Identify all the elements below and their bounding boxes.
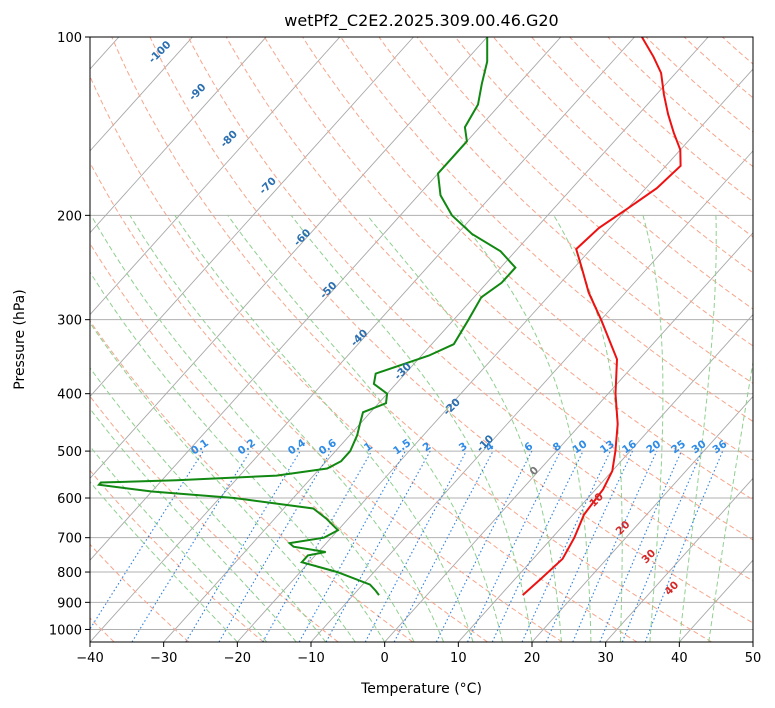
isotherm--100 (90, 37, 193, 152)
x-axis: −40 −30 −20 −10 0 10 20 30 40 50 (76, 642, 761, 666)
y-tick-label-9: 1000 (49, 623, 82, 638)
y-tick-label-2: 300 (57, 314, 82, 329)
dry-adiabats (90, 37, 753, 642)
moist-adiabat-0 (90, 271, 386, 642)
moist-adiabat-12 (174, 215, 474, 642)
moist-adiabat--8 (90, 367, 327, 642)
moist-adiabat--16 (90, 445, 268, 642)
moist-adiabats (90, 214, 753, 642)
isotherm--30 (163, 37, 709, 642)
x-tick-label-1: −30 (150, 651, 177, 666)
isotherm-30 (605, 477, 753, 642)
isotherm--20 (236, 68, 753, 642)
moist-adiabat-20 (290, 214, 533, 642)
dry-adiabat-50 (149, 37, 753, 624)
moist-adiabat-32 (553, 215, 623, 642)
y-tick-label-8: 900 (57, 596, 82, 611)
isotherm--50 (90, 37, 562, 561)
y-tick-label-6: 700 (57, 532, 82, 547)
dry-adiabat-110 (378, 37, 753, 385)
moist-adiabat--12 (90, 407, 297, 642)
y-tick-label-5: 600 (57, 492, 82, 507)
mixing-ratio-line-15 (599, 450, 682, 642)
dry-adiabat-130 (454, 37, 753, 310)
dry-adiabat-10 (90, 242, 488, 642)
moist-adiabat-4 (90, 215, 415, 642)
y-tick-label-0: 100 (57, 31, 82, 46)
y-tick-label-7: 800 (57, 566, 82, 581)
x-tick-label-6: 20 (524, 651, 541, 666)
dry-adiabat-100 (340, 37, 753, 423)
y-tick-label-1: 200 (57, 209, 82, 224)
chart-title: wetPf2_C2E2.2025.309.00.46.G20 (284, 11, 558, 31)
moist-adiabat--4 (90, 322, 356, 642)
dry-adiabat-20 (90, 161, 563, 642)
mixing-ratio-line-1 (131, 450, 251, 642)
y-tick-label-4: 500 (57, 445, 82, 460)
moist-adiabat-40 (678, 215, 717, 642)
dry-adiabat-150 (531, 37, 753, 238)
x-tick-label-7: 30 (597, 651, 614, 666)
dewpoint-profile (96, 37, 517, 596)
x-tick-label-4: 0 (381, 651, 389, 666)
x-tick-label-0: −40 (76, 651, 103, 666)
moist-adiabat-8 (129, 215, 445, 642)
dry-adiabat-40 (111, 37, 712, 642)
x-tick-label-8: 40 (671, 651, 688, 666)
temperature-profile (522, 37, 682, 596)
dry-adiabat-60 (187, 37, 753, 582)
x-tick-label-5: 10 (450, 651, 467, 666)
moist-adiabat-24 (366, 214, 562, 642)
moist-adiabat-36 (642, 215, 664, 642)
dry-adiabat-90 (302, 37, 753, 461)
mixing-ratio-line-6 (325, 450, 431, 642)
mixing-ratio-line-5 (298, 450, 406, 642)
dry-adiabat-70 (225, 37, 753, 541)
dry-adiabat-0 (90, 320, 414, 642)
dry-adiabat-170 (607, 37, 753, 168)
x-axis-label: Temperature (°C) (360, 681, 482, 697)
plot-frame (89, 36, 754, 643)
y-tick-label-3: 400 (57, 388, 82, 403)
dry-adiabat-30 (90, 75, 638, 642)
dry-adiabat-80 (264, 37, 753, 501)
isotherm--90 (90, 37, 267, 234)
isotherm-lines (90, 37, 753, 642)
mixing-ratio-line-16 (621, 450, 703, 642)
x-tick-label-2: −20 (224, 651, 251, 666)
mixing-ratio-line-17 (644, 450, 724, 642)
mixing-ratio-line-0 (90, 450, 204, 630)
y-axis-label: Pressure (hPa) (12, 289, 28, 389)
moist-adiabat--20 (90, 481, 238, 642)
isotherm-10 (457, 313, 753, 642)
mixing-ratio-line-7 (364, 450, 467, 642)
x-tick-label-3: −10 (297, 651, 324, 666)
isobar-grid (90, 37, 753, 630)
sounding-profiles (96, 37, 682, 596)
dry-adiabat--10 (90, 395, 339, 642)
isotherm--40 (90, 37, 635, 642)
dry-adiabat-120 (416, 37, 753, 347)
mixing-ratio-line-9 (435, 450, 533, 642)
isotherm--80 (90, 37, 341, 316)
isotherm--70 (90, 37, 414, 398)
x-tick-label-9: 50 (745, 651, 762, 666)
y-axis: 100 200 300 400 500 600 700 800 900 1000 (49, 31, 90, 638)
mixing-ratio-line-13 (545, 450, 633, 642)
mixing-ratio-line-14 (572, 450, 658, 642)
isotherm-0 (384, 232, 753, 642)
isotherm--60 (90, 37, 488, 479)
isotherm-20 (531, 395, 753, 642)
